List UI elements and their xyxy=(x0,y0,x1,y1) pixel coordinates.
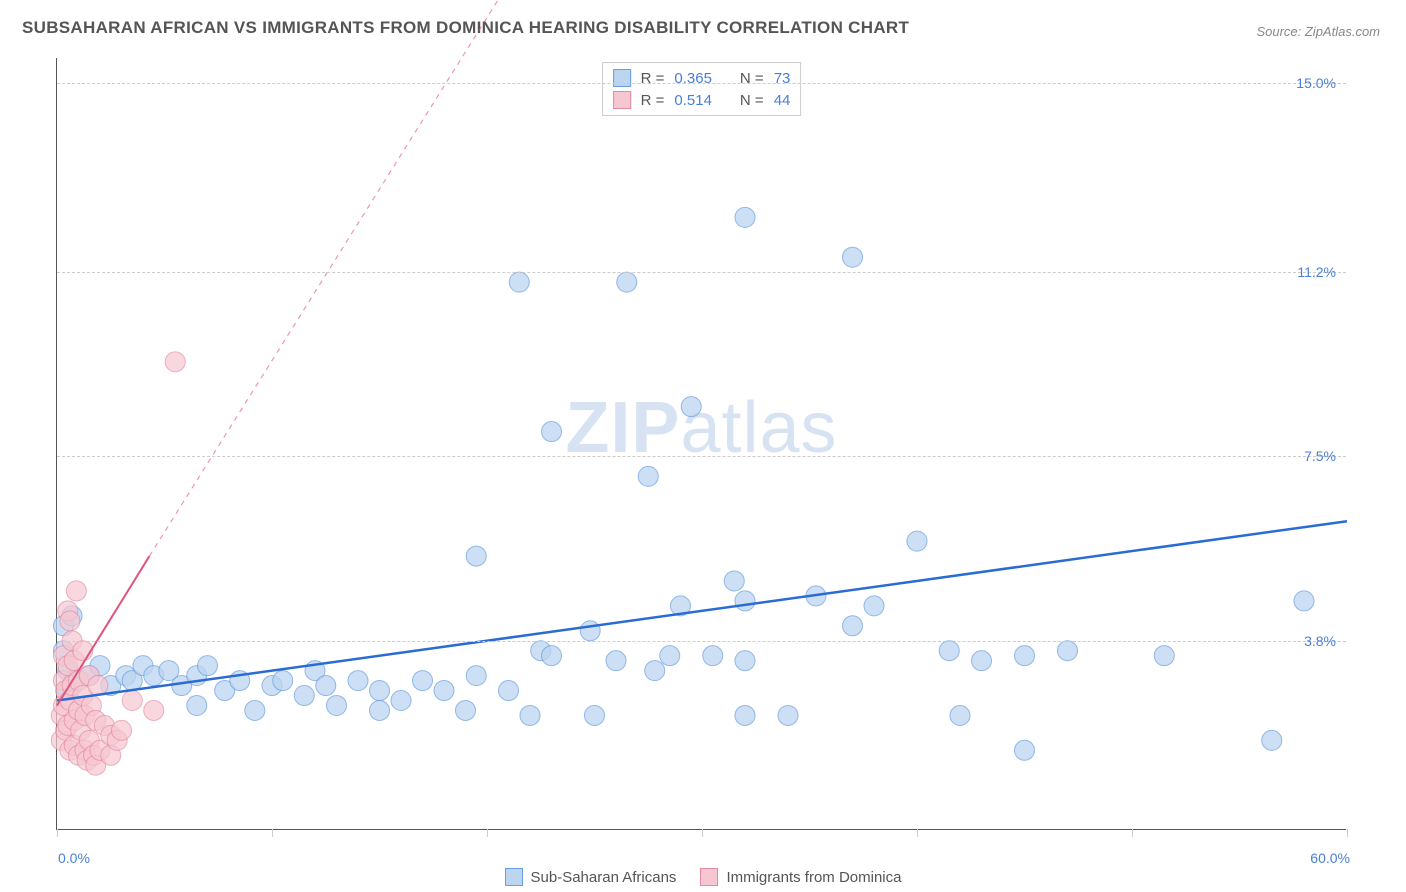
x-tick xyxy=(272,829,273,837)
x-axis-min-label: 0.0% xyxy=(58,850,90,866)
y-tick-label: 11.2% xyxy=(1297,264,1336,280)
data-point xyxy=(778,705,798,725)
data-point xyxy=(1262,730,1282,750)
data-point xyxy=(294,686,314,706)
data-point xyxy=(316,676,336,696)
legend-label: Sub-Saharan Africans xyxy=(531,869,677,886)
data-point xyxy=(466,546,486,566)
source-attribution: Source: ZipAtlas.com xyxy=(1256,24,1380,39)
y-tick-label: 15.0% xyxy=(1296,75,1336,91)
data-point xyxy=(585,705,605,725)
data-point xyxy=(606,651,626,671)
x-tick xyxy=(917,829,918,837)
data-point xyxy=(703,646,723,666)
x-tick xyxy=(1132,829,1133,837)
data-point xyxy=(735,651,755,671)
data-point xyxy=(638,466,658,486)
legend-item: Sub-Saharan Africans xyxy=(505,868,677,886)
data-point xyxy=(617,272,637,292)
data-point xyxy=(348,671,368,691)
data-point xyxy=(972,651,992,671)
data-point xyxy=(735,207,755,227)
data-point xyxy=(1154,646,1174,666)
data-point xyxy=(434,681,454,701)
y-tick-label: 3.8% xyxy=(1304,633,1336,649)
data-point xyxy=(939,641,959,661)
data-point xyxy=(735,705,755,725)
data-point xyxy=(370,700,390,720)
data-point xyxy=(724,571,744,591)
chart-title: SUBSAHARAN AFRICAN VS IMMIGRANTS FROM DO… xyxy=(22,18,909,38)
data-point xyxy=(370,681,390,701)
gridline-h xyxy=(57,456,1346,457)
data-point xyxy=(660,646,680,666)
data-point xyxy=(187,695,207,715)
data-point xyxy=(645,661,665,681)
data-point xyxy=(245,700,265,720)
series-legend: Sub-Saharan Africans Immigrants from Domi… xyxy=(0,868,1406,886)
data-point xyxy=(1058,641,1078,661)
x-tick xyxy=(487,829,488,837)
x-tick xyxy=(702,829,703,837)
data-point xyxy=(950,705,970,725)
chart-plot-area: ZIPatlas R =0.365N =73R =0.514N =44 3.8%… xyxy=(56,58,1346,830)
data-point xyxy=(391,691,411,711)
data-point xyxy=(509,272,529,292)
x-axis-max-label: 60.0% xyxy=(1310,850,1350,866)
legend-label: Immigrants from Dominica xyxy=(726,869,901,886)
trend-line xyxy=(57,521,1347,700)
data-point xyxy=(66,581,86,601)
data-point xyxy=(864,596,884,616)
data-point xyxy=(413,671,433,691)
x-tick xyxy=(57,829,58,837)
data-point xyxy=(843,616,863,636)
data-point xyxy=(60,611,80,631)
x-tick xyxy=(1347,829,1348,837)
data-point xyxy=(273,671,293,691)
data-point xyxy=(122,691,142,711)
data-point xyxy=(198,656,218,676)
legend-swatch xyxy=(505,868,523,886)
data-point xyxy=(735,591,755,611)
data-point xyxy=(1015,646,1035,666)
data-point xyxy=(580,621,600,641)
legend-swatch xyxy=(700,868,718,886)
data-point xyxy=(907,531,927,551)
data-point xyxy=(542,646,562,666)
data-point xyxy=(843,247,863,267)
data-point xyxy=(681,397,701,417)
data-point xyxy=(144,700,164,720)
data-point xyxy=(456,700,476,720)
data-point xyxy=(542,422,562,442)
data-point xyxy=(1294,591,1314,611)
data-point xyxy=(112,720,132,740)
data-point xyxy=(1015,740,1035,760)
gridline-h xyxy=(57,272,1346,273)
data-point xyxy=(327,695,347,715)
data-point xyxy=(165,352,185,372)
scatter-svg xyxy=(57,58,1346,829)
gridline-h xyxy=(57,641,1346,642)
data-point xyxy=(88,676,108,696)
data-point xyxy=(466,666,486,686)
gridline-h xyxy=(57,83,1346,84)
data-point xyxy=(499,681,519,701)
y-tick-label: 7.5% xyxy=(1304,448,1336,464)
legend-item: Immigrants from Dominica xyxy=(700,868,901,886)
data-point xyxy=(520,705,540,725)
